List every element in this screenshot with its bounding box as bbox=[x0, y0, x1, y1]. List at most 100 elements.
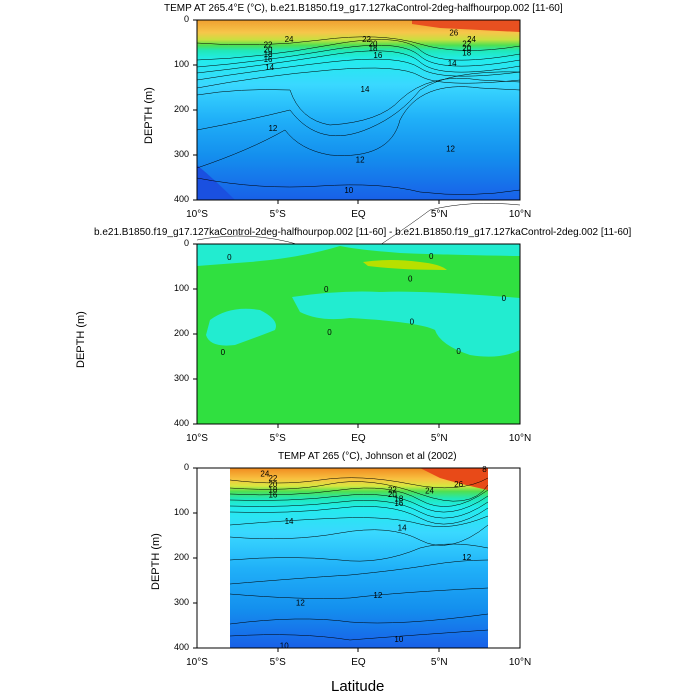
x-tick-label: EQ bbox=[351, 433, 366, 444]
x-tick-label: 5°N bbox=[430, 209, 448, 220]
panel-1-ylabel: DEPTH (m) bbox=[143, 87, 155, 144]
panel-3-contour bbox=[229, 481, 489, 502]
contour-label: 0 bbox=[221, 348, 226, 357]
panel-3-title: TEMP AT 265 (°C), Johnson et al (2002) bbox=[278, 451, 457, 462]
panel-2-positive-small bbox=[363, 260, 447, 270]
y-tick-label: 100 bbox=[173, 59, 189, 69]
contour-label: 0 bbox=[502, 294, 507, 303]
x-tick-label: EQ bbox=[351, 209, 366, 220]
panel-1-contour bbox=[196, 58, 521, 81]
contour-label: 16 bbox=[373, 51, 382, 60]
y-tick-label: 200 bbox=[173, 104, 189, 114]
contour-label: 8 bbox=[482, 465, 487, 474]
panel-1-axes bbox=[193, 19, 521, 204]
contour-label: 22 bbox=[268, 474, 277, 483]
panel-1-cold-patch bbox=[197, 165, 235, 200]
x-tick-label: 10°N bbox=[508, 209, 532, 220]
panel-1-contour bbox=[196, 86, 521, 169]
contour-label: 22 bbox=[264, 40, 273, 49]
x-tick-label: 10°S bbox=[186, 433, 208, 444]
contour-label: 14 bbox=[448, 59, 457, 68]
panel-3-field bbox=[230, 468, 488, 648]
contour-label: 20 bbox=[264, 45, 273, 54]
contour-label: 0 bbox=[456, 347, 461, 356]
contour-label: 18 bbox=[394, 495, 403, 504]
panel-3-contour bbox=[229, 587, 489, 599]
panel-2-positive-left bbox=[206, 308, 276, 346]
contour-label: 12 bbox=[268, 124, 277, 133]
panel-1-contour bbox=[196, 36, 521, 51]
panel-1-contour bbox=[196, 50, 521, 74]
panel-3-contour bbox=[229, 613, 489, 625]
panel-1-contour bbox=[196, 71, 521, 136]
x-tick-label: 10°N bbox=[508, 657, 532, 668]
y-tick-label: 200 bbox=[173, 552, 189, 562]
x-tick-label: 10°S bbox=[186, 209, 208, 220]
contour-label: 0 bbox=[408, 275, 413, 284]
panel-1-contour bbox=[196, 177, 521, 195]
contour-label: 20 bbox=[462, 44, 471, 53]
contour-label: 18 bbox=[369, 44, 378, 53]
panel-3-contour bbox=[229, 487, 489, 507]
contour-label: 18 bbox=[264, 50, 273, 59]
contour-label: 18 bbox=[462, 48, 471, 57]
panel-1-contour bbox=[196, 39, 521, 61]
panel-1-contour bbox=[196, 44, 521, 68]
contour-label: 12 bbox=[373, 591, 382, 600]
contour-label: 10 bbox=[280, 641, 289, 650]
panel-3-contour bbox=[229, 515, 489, 527]
contour-label: 24 bbox=[260, 469, 269, 478]
panel-3-plot bbox=[229, 468, 489, 648]
panel-3-contour bbox=[229, 506, 489, 525]
y-tick-label: 100 bbox=[173, 507, 189, 517]
contour-label: 22 bbox=[462, 39, 471, 48]
x-tick-label: 10°S bbox=[186, 657, 208, 668]
contour-label: 0 bbox=[227, 253, 232, 262]
contour-label: 16 bbox=[394, 499, 403, 508]
contour-label: 22 bbox=[388, 486, 397, 495]
contour-label: 0 bbox=[324, 285, 329, 294]
contour-label: 12 bbox=[356, 156, 365, 165]
panel-3-contour bbox=[229, 500, 489, 519]
y-tick-label: 400 bbox=[173, 642, 189, 652]
panel-2-ylabel: DEPTH (m) bbox=[75, 311, 87, 368]
contour-label: 22 bbox=[362, 35, 371, 44]
contour-label: 12 bbox=[296, 599, 305, 608]
panel-3-contour bbox=[229, 629, 489, 641]
y-tick-label: 0 bbox=[183, 462, 189, 472]
contour-label: 26 bbox=[454, 480, 463, 489]
panel-3-contour bbox=[229, 559, 489, 585]
y-tick-label: 400 bbox=[173, 194, 189, 204]
contour-labels: 2422201816142220181614121212142624222018… bbox=[221, 29, 507, 651]
panel-3-contour bbox=[229, 543, 489, 562]
contour-label: 14 bbox=[398, 523, 407, 532]
panel-1-contour bbox=[196, 77, 521, 126]
contour-label: 26 bbox=[449, 29, 458, 38]
contour-label: 0 bbox=[410, 317, 415, 326]
panel-2-positive-lobe bbox=[292, 291, 520, 357]
x-tick-label: 5°N bbox=[430, 657, 448, 668]
contour-label: 14 bbox=[361, 85, 370, 94]
y-tick-label: 0 bbox=[183, 14, 189, 24]
x-tick-label: 10°N bbox=[508, 433, 532, 444]
x-tick-label: 5°S bbox=[269, 433, 286, 444]
contour-label: 24 bbox=[285, 35, 294, 44]
contour-label: 16 bbox=[264, 55, 273, 64]
panel-2-plot bbox=[197, 244, 520, 424]
panel-1-plot bbox=[196, 20, 521, 273]
y-tick-label: 300 bbox=[173, 373, 189, 383]
x-tick-label: 5°S bbox=[269, 209, 286, 220]
contour-label: 12 bbox=[446, 144, 455, 153]
x-tick-label: 5°S bbox=[269, 657, 286, 668]
contour-label: 14 bbox=[285, 517, 294, 526]
contour-label: 14 bbox=[265, 63, 274, 72]
contour-label: 0 bbox=[429, 252, 434, 261]
contour-label: 10 bbox=[394, 635, 403, 644]
panel-1-field bbox=[197, 20, 520, 200]
y-tick-label: 400 bbox=[173, 418, 189, 428]
contour-label: 0 bbox=[327, 328, 332, 337]
contour-label: 24 bbox=[467, 35, 476, 44]
y-tick-label: 0 bbox=[183, 238, 189, 248]
contour-label: 16 bbox=[268, 491, 277, 500]
panel-3-contour bbox=[229, 494, 489, 513]
